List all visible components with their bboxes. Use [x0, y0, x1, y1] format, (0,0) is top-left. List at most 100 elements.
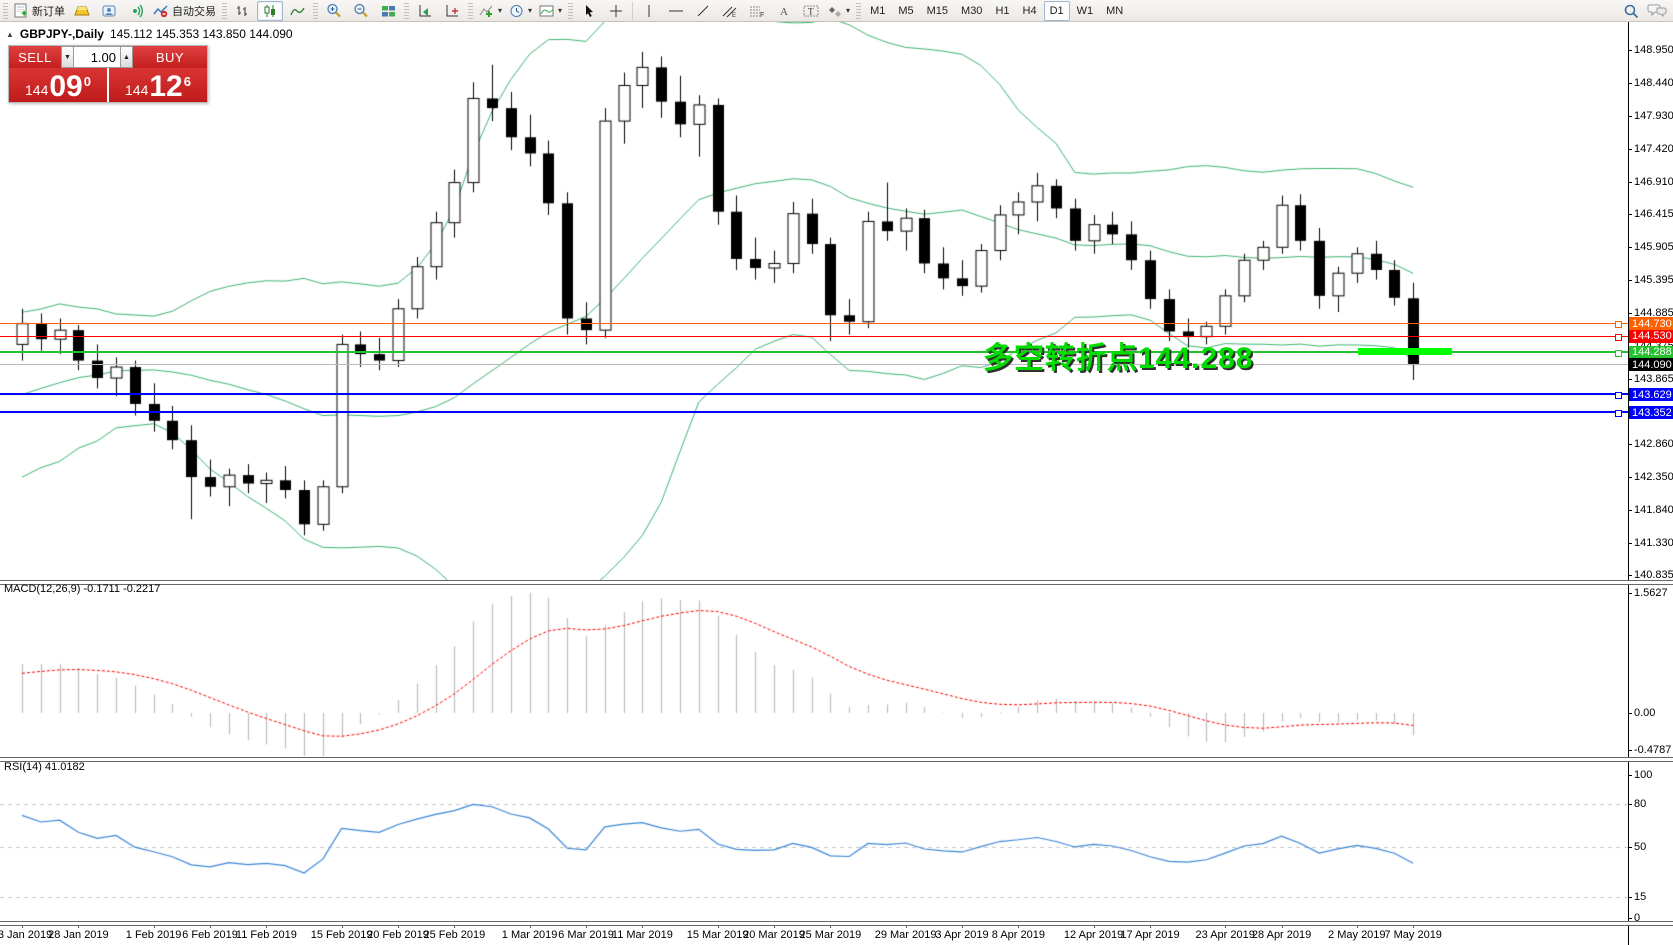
cursor-button[interactable]	[576, 1, 602, 21]
time-tick-label: 7 May 2019	[1384, 929, 1442, 941]
rsi-scale-label: 80	[1634, 797, 1647, 810]
auto-scroll-button[interactable]	[412, 1, 438, 21]
profile-icon	[102, 5, 116, 16]
time-tick	[1018, 924, 1020, 928]
timeframe-w1[interactable]: W1	[1076, 4, 1094, 17]
current-price-line[interactable]	[0, 364, 1628, 366]
profile-button[interactable]	[96, 1, 122, 21]
price-tick-label: 140.835	[1634, 569, 1673, 582]
rsi-panel-canvas[interactable]	[0, 760, 1628, 921]
macd-label: MACD(12,26,9) -0.1711 -0.2217	[4, 583, 161, 595]
timeframe-d1[interactable]: D1	[1043, 0, 1070, 21]
price-tick-label: 147.930	[1634, 109, 1673, 122]
timeframe-m1[interactable]: M1	[870, 4, 886, 17]
chart-title: ▲ GBPJPY-,Daily 145.112 145.353 143.850 …	[6, 27, 293, 41]
turning-point-annotation[interactable]: 多空转折点144.288	[983, 342, 1254, 375]
shapes-button[interactable]: ▾	[825, 1, 853, 21]
text-button[interactable]: A	[771, 1, 797, 21]
timeframe-m30[interactable]: M30	[961, 4, 983, 17]
price-tick-label: 148.440	[1634, 76, 1673, 89]
time-tick-label: 25 Mar 2019	[799, 929, 862, 941]
volume-increase-button[interactable]: ▲	[120, 46, 133, 68]
channel-button[interactable]: E	[717, 1, 743, 21]
buy-price-sup: 6	[183, 74, 191, 89]
period-clock-button[interactable]: ▾	[506, 1, 535, 21]
timeframe-m5[interactable]: M5	[898, 4, 914, 17]
add-indicator-icon	[479, 5, 493, 17]
crosshair-icon	[610, 4, 623, 17]
time-tick-label: 23 Apr 2019	[1195, 929, 1255, 941]
level-price-label: 144.730	[1629, 317, 1673, 331]
template-button[interactable]: ▾	[536, 1, 565, 21]
signals-button[interactable]	[123, 1, 149, 21]
zoom-out-button[interactable]	[348, 1, 374, 21]
price-tick-label: 148.950	[1634, 43, 1673, 56]
tile-windows-icon	[381, 5, 395, 16]
timeframe-m15[interactable]: M15	[926, 4, 949, 17]
text-label-button[interactable]: T	[798, 1, 824, 21]
time-tick-label: 25 Feb 2019	[423, 929, 486, 941]
level-price-label: 144.288	[1629, 345, 1673, 359]
horizontal-line-143.352[interactable]	[0, 411, 1628, 414]
gold-button[interactable]	[69, 1, 95, 21]
candlestick-chart-button[interactable]	[257, 0, 283, 21]
text-label-icon: T	[803, 5, 819, 16]
highlight-segment[interactable]	[1358, 348, 1452, 356]
price-tick-label: 145.905	[1634, 240, 1673, 253]
timeframe-h4[interactable]: H4	[1022, 4, 1037, 17]
macd-scale-label: 1.5627	[1634, 586, 1668, 599]
crosshair-button[interactable]	[603, 1, 629, 21]
collapse-arrow-icon[interactable]: ▲	[6, 29, 14, 39]
line-anchor-handle[interactable]	[1615, 392, 1622, 400]
price-tick	[1628, 279, 1632, 281]
toolbar-grip	[3, 2, 8, 19]
new-order-button[interactable]: 新订单	[11, 1, 68, 21]
buy-button[interactable]: BUY	[133, 46, 207, 68]
autotrading-button[interactable]: 自动交易	[150, 1, 219, 21]
price-tick-label: 145.395	[1634, 273, 1673, 286]
time-tick-label: 20 Feb 2019	[367, 929, 429, 941]
line-anchor-handle[interactable]	[1615, 333, 1622, 341]
price-tick-label: 147.420	[1634, 142, 1673, 155]
search-icon[interactable]	[1623, 3, 1639, 19]
timeframe-mn[interactable]: MN	[1106, 4, 1124, 17]
add-indicator-button[interactable]: ▾	[476, 1, 505, 21]
horizontal-line-143.629[interactable]	[0, 393, 1628, 396]
main-chart-canvas[interactable]	[0, 22, 1628, 580]
tile-windows-button[interactable]	[375, 1, 401, 21]
buy-price[interactable]: 144 12 6	[109, 68, 207, 102]
vertical-line-button[interactable]	[636, 1, 662, 21]
line-anchor-handle[interactable]	[1615, 349, 1622, 357]
time-tick-label: 23 Jan 2019	[0, 929, 53, 941]
time-tick	[1225, 924, 1227, 928]
sell-button[interactable]: SELL	[9, 46, 61, 68]
sell-price-prefix: 144	[25, 82, 49, 98]
horizontal-line-144.288[interactable]	[0, 350, 1628, 353]
rsi-scale-tick	[1628, 896, 1632, 898]
sell-price[interactable]: 144 09 0	[9, 68, 107, 102]
chart-shift-button[interactable]	[439, 1, 465, 21]
chat-icon[interactable]	[1647, 3, 1667, 18]
horizontal-line-button[interactable]	[663, 1, 689, 21]
macd-splitter[interactable]	[0, 580, 1673, 585]
line-anchor-handle[interactable]	[1615, 321, 1622, 329]
time-tick-label: 6 Mar 2019	[558, 929, 614, 941]
trendline-button[interactable]	[690, 1, 716, 21]
time-tick	[454, 924, 456, 928]
time-tick-label: 29 Mar 2019	[874, 929, 937, 941]
bar-chart-button[interactable]	[230, 1, 256, 21]
line-chart-button[interactable]	[284, 1, 310, 21]
price-tick	[1628, 181, 1632, 183]
horizontal-line-144.730[interactable]	[0, 323, 1628, 325]
volume-input[interactable]	[74, 46, 120, 68]
macd-panel-canvas[interactable]	[0, 583, 1628, 757]
zoom-in-button[interactable]	[321, 1, 347, 21]
timeframe-h1[interactable]: H1	[995, 4, 1010, 17]
price-tick	[1628, 148, 1632, 150]
time-axis-splitter[interactable]	[0, 921, 1673, 926]
volume-decrease-button[interactable]: ▼	[61, 46, 74, 68]
rsi-splitter[interactable]	[0, 757, 1673, 762]
line-anchor-handle[interactable]	[1615, 410, 1622, 418]
horizontal-line-144.530[interactable]	[0, 335, 1628, 337]
fibonacci-button[interactable]: F	[744, 1, 770, 21]
